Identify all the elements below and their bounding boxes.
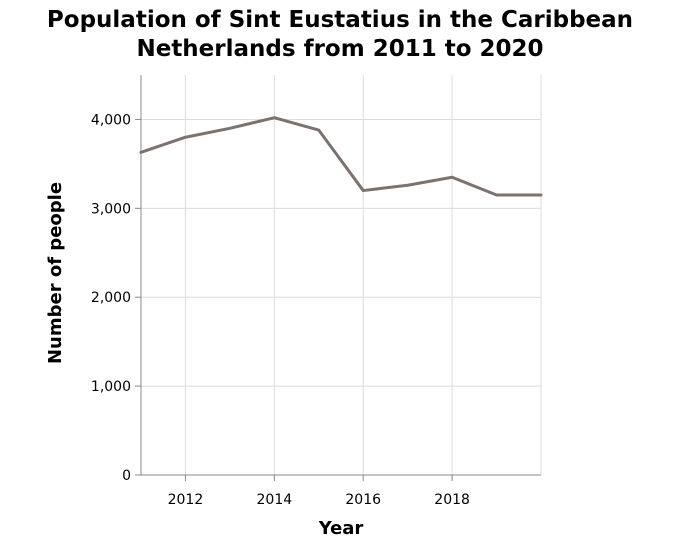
y-tick-label: 4,000 (91, 112, 131, 128)
y-tick-label: 1,000 (91, 379, 131, 395)
axes (140, 75, 541, 476)
x-tick-label: 2012 (168, 492, 204, 508)
y-tick-label: 3,000 (91, 201, 131, 217)
series-layer (139, 116, 543, 197)
grid (141, 75, 542, 475)
chart-title-line-2: Netherlands from 2011 to 2020 (136, 36, 544, 62)
y-tick-label: 0 (122, 468, 131, 484)
x-tick-label: 2018 (434, 492, 470, 508)
y-axis-title: Number of people (45, 182, 66, 364)
series-line (139, 116, 543, 197)
x-tick-label: 2014 (257, 492, 293, 508)
chart-title: Population of Sint Eustatius in the Cari… (0, 6, 680, 64)
ticks: 0 1,000 2,000 3,000 4,000 2012 2014 2016 2018 (91, 112, 470, 508)
chart-title-line-1: Population of Sint Eustatius in the Cari… (46, 7, 634, 33)
y-tick-label: 2,000 (91, 290, 131, 306)
x-tick-label: 2016 (345, 492, 381, 508)
x-axis-title: Year (318, 518, 364, 539)
